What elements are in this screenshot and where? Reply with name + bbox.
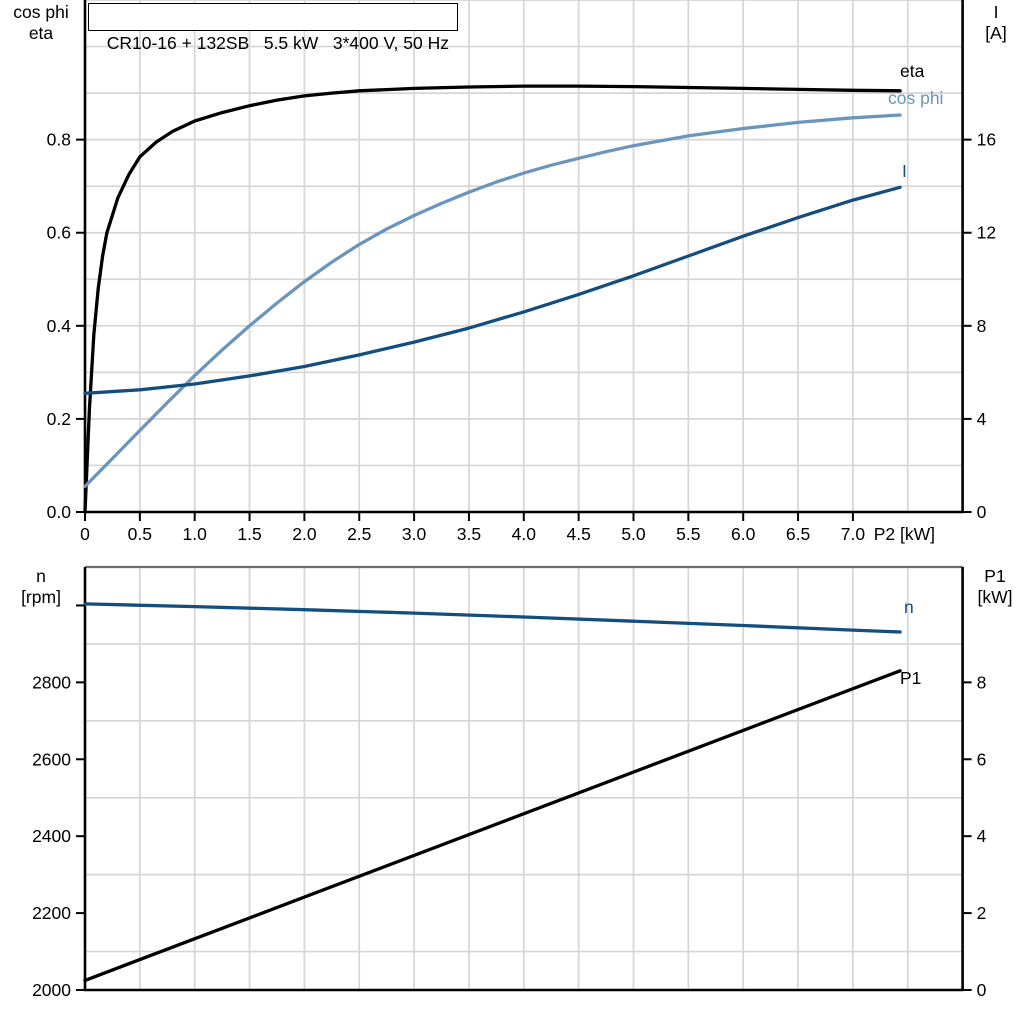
p1-curve-label: P1 — [900, 668, 922, 688]
svg-text:2000: 2000 — [32, 980, 71, 1000]
svg-text:0: 0 — [80, 524, 90, 544]
top-left-axis-label: cos phi eta — [2, 2, 80, 44]
svg-text:2: 2 — [977, 903, 987, 923]
svg-text:P2 [kW]: P2 [kW] — [874, 524, 935, 544]
current-axis-bracket: [A] — [985, 23, 1007, 43]
svg-text:0.5: 0.5 — [128, 524, 152, 544]
svg-text:0.2: 0.2 — [47, 409, 71, 429]
svg-text:0: 0 — [977, 980, 987, 1000]
svg-text:6.0: 6.0 — [731, 524, 756, 544]
speed-curve-label: n — [904, 597, 914, 617]
svg-text:6.5: 6.5 — [786, 524, 810, 544]
svg-text:7.0: 7.0 — [841, 524, 866, 544]
chart-title-text: CR10-16 + 132SB 5.5 kW 3*400 V, 50 Hz — [106, 33, 449, 53]
svg-text:2.0: 2.0 — [292, 524, 317, 544]
svg-text:3.5: 3.5 — [457, 524, 481, 544]
svg-text:0.8: 0.8 — [47, 130, 71, 150]
top-right-axis-label: I [A] — [972, 2, 1020, 44]
svg-text:4: 4 — [977, 826, 987, 846]
svg-text:0.0: 0.0 — [47, 502, 72, 522]
svg-text:2.5: 2.5 — [347, 524, 371, 544]
p1-axis-unit: P1 — [984, 566, 1006, 586]
svg-text:1.5: 1.5 — [237, 524, 261, 544]
svg-text:4.5: 4.5 — [566, 524, 590, 544]
bottom-left-axis-label: n [rpm] — [2, 566, 80, 608]
svg-text:0.6: 0.6 — [47, 223, 71, 243]
rpm-axis-bracket: [rpm] — [21, 587, 61, 607]
svg-text:5.5: 5.5 — [676, 524, 700, 544]
svg-text:4.0: 4.0 — [512, 524, 537, 544]
svg-text:16: 16 — [977, 130, 996, 150]
current-curve-label: I — [902, 161, 907, 181]
eta-curve-label: eta — [900, 61, 925, 81]
svg-text:2600: 2600 — [32, 749, 71, 769]
cos-phi-curve-label: cos phi — [888, 88, 944, 108]
chart-title-box: CR10-16 + 132SB 5.5 kW 3*400 V, 50 Hz — [88, 3, 458, 53]
cos-phi-axis-unit: cos phi — [13, 2, 69, 22]
current-axis-unit: I — [993, 2, 999, 22]
svg-text:8: 8 — [977, 672, 987, 692]
svg-text:2200: 2200 — [32, 903, 71, 923]
speed-axis-unit: n — [36, 566, 46, 586]
kw-axis-bracket: [kW] — [977, 587, 1013, 607]
svg-text:1.0: 1.0 — [183, 524, 208, 544]
svg-text:12: 12 — [977, 223, 996, 243]
svg-text:8: 8 — [977, 316, 987, 336]
svg-text:3.0: 3.0 — [402, 524, 427, 544]
svg-text:2400: 2400 — [32, 826, 71, 846]
eta-axis-unit: eta — [28, 23, 54, 43]
svg-text:0: 0 — [977, 502, 987, 522]
svg-text:4: 4 — [977, 409, 987, 429]
svg-text:0.4: 0.4 — [47, 316, 72, 336]
svg-text:2800: 2800 — [32, 672, 71, 692]
svg-text:6: 6 — [977, 749, 987, 769]
svg-text:5.0: 5.0 — [621, 524, 646, 544]
bottom-right-axis-label: P1 [kW] — [968, 566, 1022, 608]
